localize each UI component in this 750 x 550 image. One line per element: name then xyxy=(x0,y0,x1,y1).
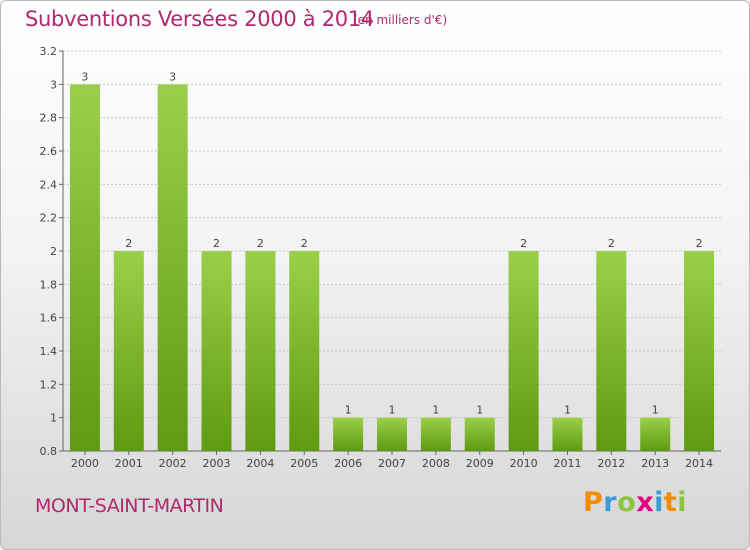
bar xyxy=(157,84,188,451)
bar xyxy=(420,417,451,451)
data-label: 1 xyxy=(345,404,352,417)
x-tick-label: 2010 xyxy=(510,457,538,470)
bar xyxy=(596,251,627,451)
data-label: 1 xyxy=(476,404,483,417)
bars xyxy=(69,84,715,451)
y-tick-label: 3 xyxy=(50,78,57,91)
data-label: 2 xyxy=(257,237,264,250)
y-tick-label: 2.2 xyxy=(40,212,58,225)
data-label: 2 xyxy=(520,237,527,250)
bar xyxy=(377,417,407,451)
bar xyxy=(201,251,232,451)
data-label: 3 xyxy=(169,70,176,83)
x-tick-label: 2009 xyxy=(466,457,494,470)
x-tick-label: 2011 xyxy=(553,457,581,470)
proxiti-logo: Proxiti xyxy=(583,487,687,518)
data-label: 2 xyxy=(608,237,615,250)
place-name: MONT-SAINT-MARTIN xyxy=(35,495,224,517)
x-tick-label: 2003 xyxy=(203,457,231,470)
x-tick-label: 2002 xyxy=(159,457,187,470)
logo-letter: r xyxy=(603,487,618,518)
x-tick-label: 2007 xyxy=(378,457,406,470)
data-label: 1 xyxy=(389,404,396,417)
bar xyxy=(464,417,495,451)
logo-letter: x xyxy=(636,487,655,518)
x-tick-label: 2008 xyxy=(422,457,450,470)
logo-letter: t xyxy=(663,487,678,518)
y-tick-label: 2.6 xyxy=(40,145,58,158)
x-tick-label: 2014 xyxy=(685,457,713,470)
y-tick-label: 3.2 xyxy=(40,45,58,58)
x-tick-label: 2005 xyxy=(290,457,318,470)
bar xyxy=(552,417,583,451)
bar xyxy=(245,251,276,451)
data-label: 1 xyxy=(652,404,659,417)
logo-letter: i xyxy=(677,487,688,518)
y-tick-label: 1 xyxy=(50,412,57,425)
logo-letter: P xyxy=(583,487,604,518)
y-tick-label: 2 xyxy=(50,245,57,258)
y-tick-label: 1.4 xyxy=(40,345,58,358)
data-label: 2 xyxy=(696,237,703,250)
y-tick-label: 2.4 xyxy=(40,178,58,191)
x-tick-label: 2001 xyxy=(115,457,143,470)
logo-letter: i xyxy=(654,487,664,518)
chart-title: Subventions Versées 2000 à 2014 xyxy=(25,7,374,31)
data-label: 2 xyxy=(213,237,220,250)
data-labels: 3 2 3 2 2 2 1 1 1 1 2 1 2 1 2 xyxy=(81,70,702,416)
y-tick-label: 1.2 xyxy=(40,378,58,391)
bar xyxy=(640,417,671,451)
chart-subtitle: (en milliers d'€) xyxy=(353,13,448,27)
bar xyxy=(289,251,320,451)
x-tick-label: 2013 xyxy=(641,457,669,470)
y-tick-label: 0.8 xyxy=(40,445,58,458)
bar xyxy=(684,251,715,451)
logo-letter: o xyxy=(617,487,637,518)
data-label: 2 xyxy=(301,237,308,250)
y-tick-label: 1.6 xyxy=(40,312,58,325)
x-tick-label: 2012 xyxy=(597,457,625,470)
x-tick-label: 2004 xyxy=(246,457,274,470)
data-label: 1 xyxy=(564,404,571,417)
y-tick-label: 1.8 xyxy=(40,278,58,291)
y-tick-label: 2.8 xyxy=(40,112,58,125)
bar xyxy=(113,251,144,451)
bar xyxy=(333,417,364,451)
x-tick-label: 2006 xyxy=(334,457,362,470)
bar xyxy=(508,251,539,451)
axes: 0.8 1 1.2 1.4 1.6 1.8 2 2.2 2.4 2.6 2.8 3 3.2 2000 200… xyxy=(40,45,721,470)
data-label: 3 xyxy=(81,70,88,83)
x-tick-label: 2000 xyxy=(71,457,99,470)
data-label: 2 xyxy=(125,237,132,250)
bar xyxy=(69,84,100,451)
data-label: 1 xyxy=(432,404,439,417)
